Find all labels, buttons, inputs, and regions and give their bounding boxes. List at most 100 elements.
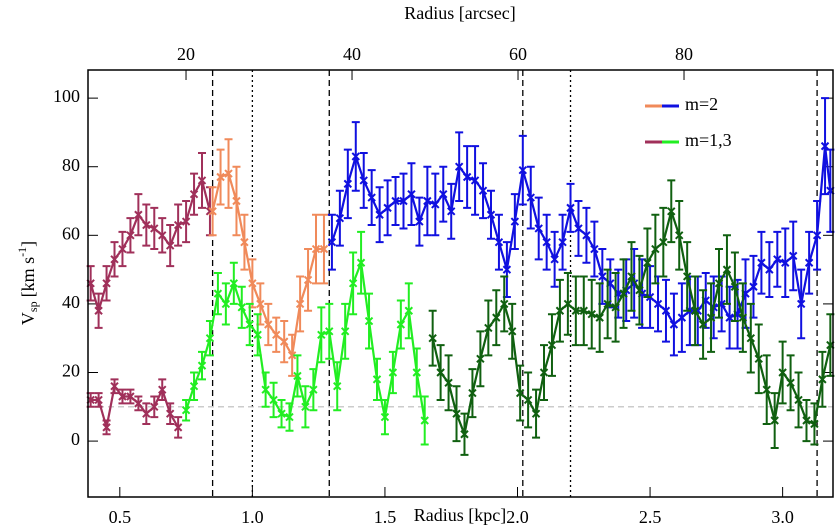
marker xyxy=(279,337,289,346)
marker xyxy=(558,237,567,247)
marker xyxy=(494,237,504,247)
x2-tick-label: 80 xyxy=(675,44,693,64)
marker xyxy=(802,416,811,425)
marker xyxy=(820,141,830,151)
marker xyxy=(690,306,700,315)
marker xyxy=(423,196,432,206)
x-tick-label: 2.0 xyxy=(506,507,529,527)
marker xyxy=(590,244,599,254)
marker xyxy=(245,320,254,329)
marker xyxy=(484,323,493,333)
marker xyxy=(189,382,199,391)
marker xyxy=(773,255,782,264)
marker xyxy=(356,258,366,267)
x-tick-label: 1.0 xyxy=(241,507,264,527)
marker xyxy=(603,299,612,309)
marker xyxy=(412,368,421,377)
x-tick-label: 3.0 xyxy=(771,507,794,527)
marker xyxy=(812,231,822,240)
marker xyxy=(502,265,512,274)
marker xyxy=(757,258,766,267)
marker xyxy=(667,207,676,216)
marker xyxy=(165,241,175,250)
marker xyxy=(287,351,297,360)
marker xyxy=(460,430,469,439)
marker xyxy=(340,327,350,336)
marker xyxy=(272,330,281,339)
marker xyxy=(264,320,273,329)
y-tick-label: 60 xyxy=(62,223,80,243)
x2-tick-label: 20 xyxy=(177,44,195,64)
marker xyxy=(388,368,398,377)
marker xyxy=(598,272,607,281)
y-title-unit: [km s xyxy=(18,257,38,298)
marker xyxy=(197,361,207,370)
marker xyxy=(189,189,199,199)
marker xyxy=(372,375,382,384)
marker xyxy=(399,196,408,206)
marker xyxy=(730,282,740,291)
marker xyxy=(754,354,763,363)
marker xyxy=(237,303,246,312)
marker xyxy=(173,423,183,432)
marker xyxy=(94,395,103,405)
x2-tick-label: 40 xyxy=(343,44,361,64)
marker xyxy=(165,409,175,418)
marker xyxy=(277,409,286,418)
marker xyxy=(531,409,541,418)
marker xyxy=(126,231,135,240)
marker xyxy=(325,327,334,336)
x-tick-label: 0.5 xyxy=(109,507,132,527)
marker xyxy=(571,306,581,315)
marker xyxy=(327,237,337,247)
x2-tick-label: 60 xyxy=(509,44,527,64)
marker xyxy=(150,224,159,233)
marker xyxy=(216,172,225,182)
marker xyxy=(102,279,111,288)
marker xyxy=(651,244,660,254)
marker xyxy=(110,255,119,264)
marker xyxy=(547,340,557,350)
marker xyxy=(404,306,414,315)
marker xyxy=(762,385,771,394)
marker xyxy=(343,179,353,189)
marker xyxy=(677,313,687,322)
x-axis-title: Radius [kpc] xyxy=(414,505,506,525)
marker xyxy=(253,330,262,339)
marker xyxy=(619,289,628,298)
series-line xyxy=(90,383,180,428)
marker xyxy=(714,279,724,288)
marker xyxy=(439,189,448,199)
marker xyxy=(311,244,321,254)
marker xyxy=(221,299,231,309)
marker xyxy=(205,333,215,343)
marker xyxy=(523,395,533,405)
marker xyxy=(134,210,143,219)
marker xyxy=(364,316,374,326)
marker xyxy=(454,162,464,171)
marker xyxy=(725,313,734,322)
marker xyxy=(518,165,528,175)
marker xyxy=(563,299,573,309)
series-line xyxy=(89,177,212,315)
marker xyxy=(738,313,748,322)
legend-label: m=2 xyxy=(685,94,718,114)
marker xyxy=(102,423,111,432)
marker xyxy=(661,306,671,315)
marker xyxy=(462,172,472,182)
marker xyxy=(396,320,406,329)
marker xyxy=(794,395,803,405)
marker xyxy=(197,176,207,185)
marker xyxy=(261,385,270,394)
marker xyxy=(698,320,708,329)
x2-axis-title: Radius [arcsec] xyxy=(404,3,515,23)
marker xyxy=(746,333,756,343)
marker xyxy=(118,392,127,401)
marker xyxy=(722,265,732,274)
marker xyxy=(478,186,488,195)
marker xyxy=(786,378,795,387)
marker xyxy=(208,207,217,216)
marker xyxy=(319,244,329,254)
marker xyxy=(447,207,456,216)
y-tick-label: 80 xyxy=(62,155,80,175)
